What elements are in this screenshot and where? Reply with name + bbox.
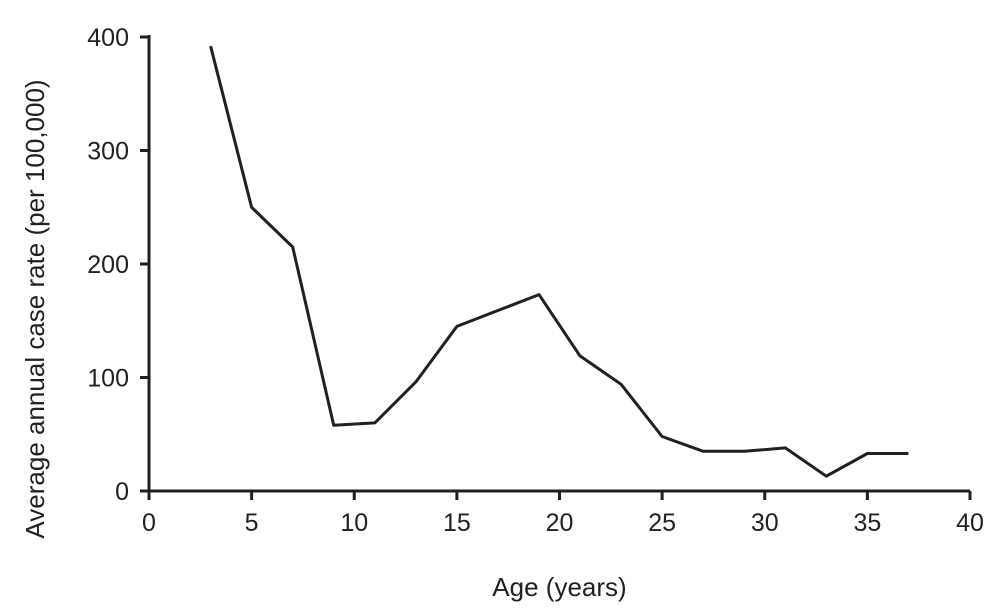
x-tick-label: 10 <box>340 509 368 537</box>
x-ticks: 0 5 10 15 20 25 30 35 40 <box>142 491 984 537</box>
y-tick-label: 200 <box>87 251 129 279</box>
series-layer <box>209 45 909 478</box>
x-tick-label: 30 <box>751 509 779 537</box>
x-tick-label: 40 <box>956 509 984 537</box>
axes <box>147 35 970 493</box>
x-axis-title: Age (years) <box>492 572 626 602</box>
x-tick-label: 15 <box>443 509 471 537</box>
x-tick-label: 25 <box>648 509 676 537</box>
y-axis-title: Average annual case rate (per 100,000) <box>20 79 50 538</box>
x-tick-label: 35 <box>853 509 881 537</box>
y-tick-label: 400 <box>87 24 129 52</box>
x-tick-label: 20 <box>546 509 574 537</box>
series-line <box>209 45 909 478</box>
x-tick-label: 5 <box>245 509 259 537</box>
y-tick-label: 0 <box>115 478 129 506</box>
y-tick-label: 100 <box>87 365 129 393</box>
y-tick-label: 300 <box>87 138 129 166</box>
x-tick-label: 0 <box>142 509 156 537</box>
y-ticks: 0 100 200 300 400 <box>87 24 149 506</box>
